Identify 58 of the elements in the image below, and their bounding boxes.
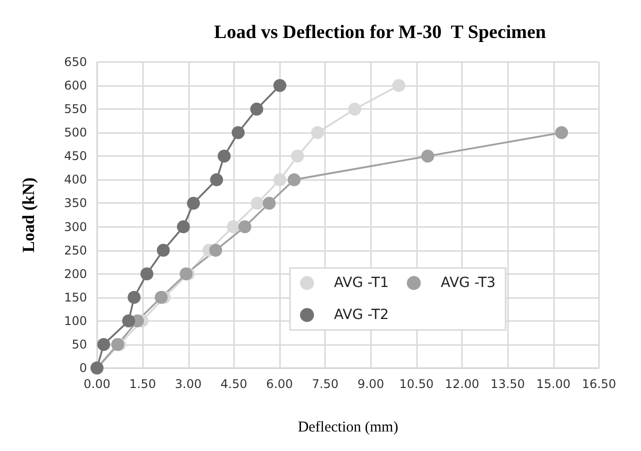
point (154, 290, 168, 304)
point (128, 290, 141, 304)
point (250, 102, 264, 116)
point (273, 173, 286, 186)
point (232, 126, 245, 140)
point (348, 102, 362, 116)
point (210, 173, 224, 186)
point (140, 267, 154, 280)
x-tick-label: 7.50 (312, 377, 339, 391)
y-tick-label: 50 (72, 337, 87, 352)
y-tick-label: 600 (64, 78, 87, 93)
x-tick-label: 1.50 (129, 377, 156, 391)
x-tick-label: 0.00 (84, 377, 110, 391)
legend-label: AVG -T1 (334, 275, 389, 291)
y-tick-label: 100 (64, 314, 87, 328)
y-tick-label: 450 (64, 149, 87, 164)
point (226, 220, 240, 234)
x-tick-label: 12.00 (444, 377, 480, 391)
y-tick-label: 200 (64, 266, 87, 281)
x-tick-label: 4.50 (220, 377, 248, 391)
point (288, 173, 301, 186)
x-tick-label: 6.00 (266, 377, 293, 391)
point (186, 196, 200, 210)
point (262, 196, 276, 210)
y-tick-label: 150 (64, 290, 87, 304)
x-axis-title: Deflection (mm) (298, 420, 398, 436)
point (291, 150, 304, 163)
x-tick-label: 9.00 (357, 377, 384, 391)
y-tick-label: 250 (64, 243, 87, 258)
point (156, 244, 170, 257)
y-tick-label: 0 (79, 361, 87, 375)
y-tick-label: 350 (64, 196, 87, 210)
y-tick-label: 300 (64, 220, 87, 234)
point (176, 220, 190, 234)
x-tick-label: 10.50 (399, 377, 434, 391)
y-tick-label: 650 (64, 55, 87, 69)
chart-title: Load vs Deflection for M-30 T Specimen (214, 22, 546, 43)
point (97, 338, 110, 351)
x-tick-label: 13.50 (490, 377, 525, 391)
y-tick-label: 500 (64, 126, 87, 140)
y-tick-label: 400 (64, 172, 87, 187)
point (392, 79, 406, 92)
point (122, 314, 136, 328)
point (311, 126, 324, 140)
point (218, 150, 231, 163)
legend-label: AVG -T3 (440, 275, 496, 291)
point (238, 220, 252, 234)
legend-label: AVG -T2 (334, 307, 389, 323)
y-axis-title: Load (kN) (19, 177, 38, 253)
point (421, 150, 434, 163)
x-tick-label: 16.50 (582, 377, 616, 391)
point (555, 126, 568, 140)
x-tick-label: 15.00 (536, 377, 571, 391)
point (209, 244, 222, 257)
y-tick-label: 550 (64, 102, 87, 116)
point (250, 196, 264, 210)
point (273, 79, 286, 92)
x-tick-label: 3.00 (174, 377, 202, 391)
